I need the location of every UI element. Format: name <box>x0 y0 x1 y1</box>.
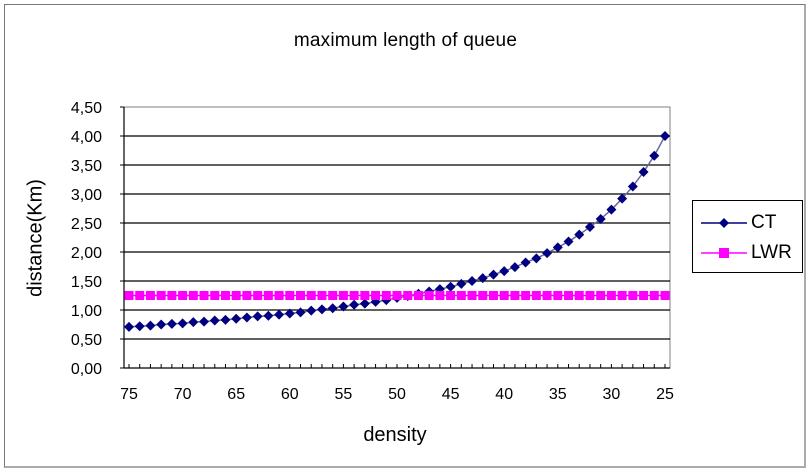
legend-item-ct: CT <box>699 209 776 237</box>
x-tick-label: 30 <box>603 386 621 403</box>
y-tick-label: 4,00 <box>71 129 102 146</box>
chart-title: maximum length of queue <box>293 30 518 51</box>
data-series <box>124 131 670 332</box>
legend: CT LWR <box>692 200 803 273</box>
x-axis-ticks: 75 70 65 60 55 50 45 40 35 30 25 <box>120 364 674 403</box>
y-axis-ticks: 0,00 0,50 1,00 1,50 2,00 2,50 3,00 3,50 4,00 4,50 <box>71 100 124 378</box>
y-tick-label: 3,00 <box>71 187 102 204</box>
y-tick-label: 2,50 <box>71 216 102 233</box>
y-tick-label: 0,50 <box>71 332 102 349</box>
y-tick-label: 2,00 <box>71 245 102 262</box>
x-tick-label: 50 <box>388 386 406 403</box>
y-tick-label: 3,50 <box>71 158 102 175</box>
y-tick-label: 0,00 <box>71 361 102 378</box>
square-marker-icon <box>701 248 747 258</box>
diamond-marker-icon <box>701 218 747 228</box>
y-tick-label: 4,50 <box>71 100 102 117</box>
x-tick-label: 70 <box>174 386 192 403</box>
series-lwr <box>124 291 670 300</box>
x-axis-label: density <box>363 424 427 446</box>
x-tick-label: 25 <box>656 386 674 403</box>
x-tick-label: 40 <box>495 386 513 403</box>
x-tick-label: 60 <box>281 386 299 403</box>
x-tick-label: 35 <box>549 386 567 403</box>
y-tick-label: 1,00 <box>71 303 102 320</box>
gridlines <box>123 106 671 369</box>
legend-label: LWR <box>751 242 792 263</box>
x-tick-label: 65 <box>227 386 245 403</box>
x-tick-label: 75 <box>120 386 138 403</box>
x-tick-label: 55 <box>335 386 353 403</box>
y-tick-label: 1,50 <box>71 274 102 291</box>
legend-label: CT <box>751 212 777 233</box>
x-tick-label: 45 <box>442 386 460 403</box>
legend-item-lwr: LWR <box>699 239 792 267</box>
